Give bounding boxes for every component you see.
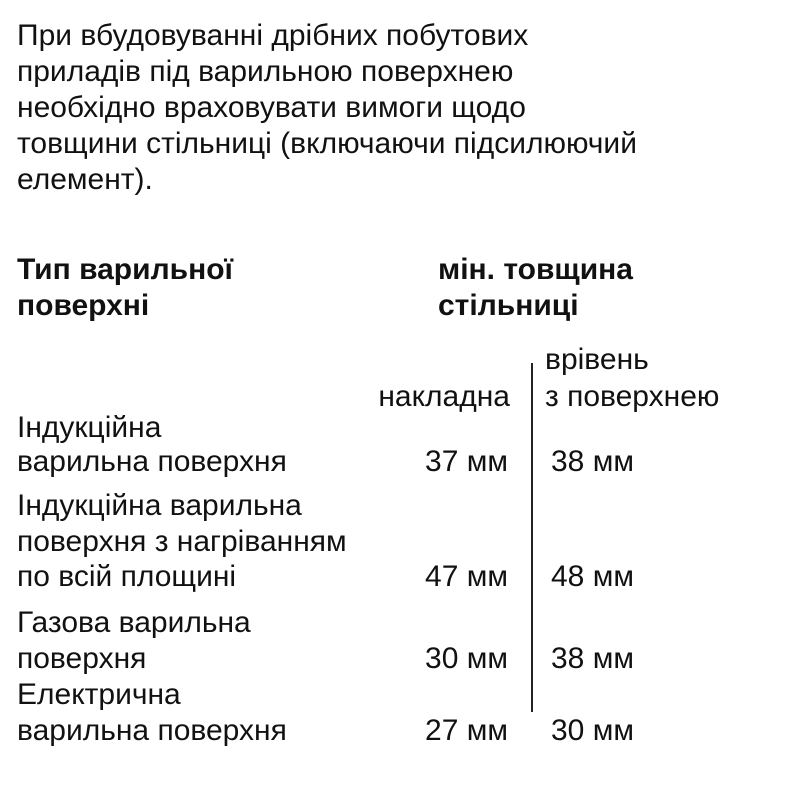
header-type: Тип варильної xyxy=(17,253,233,286)
col-flush-header: з поверхнею xyxy=(545,380,720,413)
row-type: Індукційна варильна xyxy=(17,489,302,522)
row-type: Електрична xyxy=(17,678,181,711)
intro-line: елемент). xyxy=(17,163,153,196)
row-flush: 30 мм xyxy=(551,714,634,747)
header-thickness: мін. товщина xyxy=(438,253,633,286)
row-type: поверхня xyxy=(17,642,147,675)
col-overlay-header: накладна xyxy=(378,380,510,413)
row-type: по всій площині xyxy=(17,560,237,593)
row-overlay: 37 мм xyxy=(425,445,508,478)
row-type: варильна поверхня xyxy=(17,445,287,478)
intro-line: При вбудовуванні дрібних побутових xyxy=(17,19,529,52)
row-flush: 38 мм xyxy=(551,642,634,675)
row-flush: 38 мм xyxy=(551,445,634,478)
row-type: Індукційна xyxy=(17,411,162,444)
row-type: поверхня з нагріванням xyxy=(17,525,347,558)
row-flush: 48 мм xyxy=(551,560,634,593)
col-flush-header: врівень xyxy=(545,343,649,376)
row-type: Газова варильна xyxy=(17,606,251,639)
header-thickness: стільниці xyxy=(438,289,579,322)
row-overlay: 27 мм xyxy=(425,714,508,747)
row-type: варильна поверхня xyxy=(17,714,287,747)
intro-line: товщини стільниці (включаючи підсилюючий xyxy=(17,127,637,160)
row-overlay: 47 мм xyxy=(425,560,508,593)
row-overlay: 30 мм xyxy=(425,642,508,675)
intro-line: необхідно враховувати вимоги щодо xyxy=(17,91,526,124)
intro-line: приладів під варильною поверхнею xyxy=(17,55,514,88)
header-type: поверхні xyxy=(17,289,150,322)
column-divider xyxy=(531,363,533,712)
